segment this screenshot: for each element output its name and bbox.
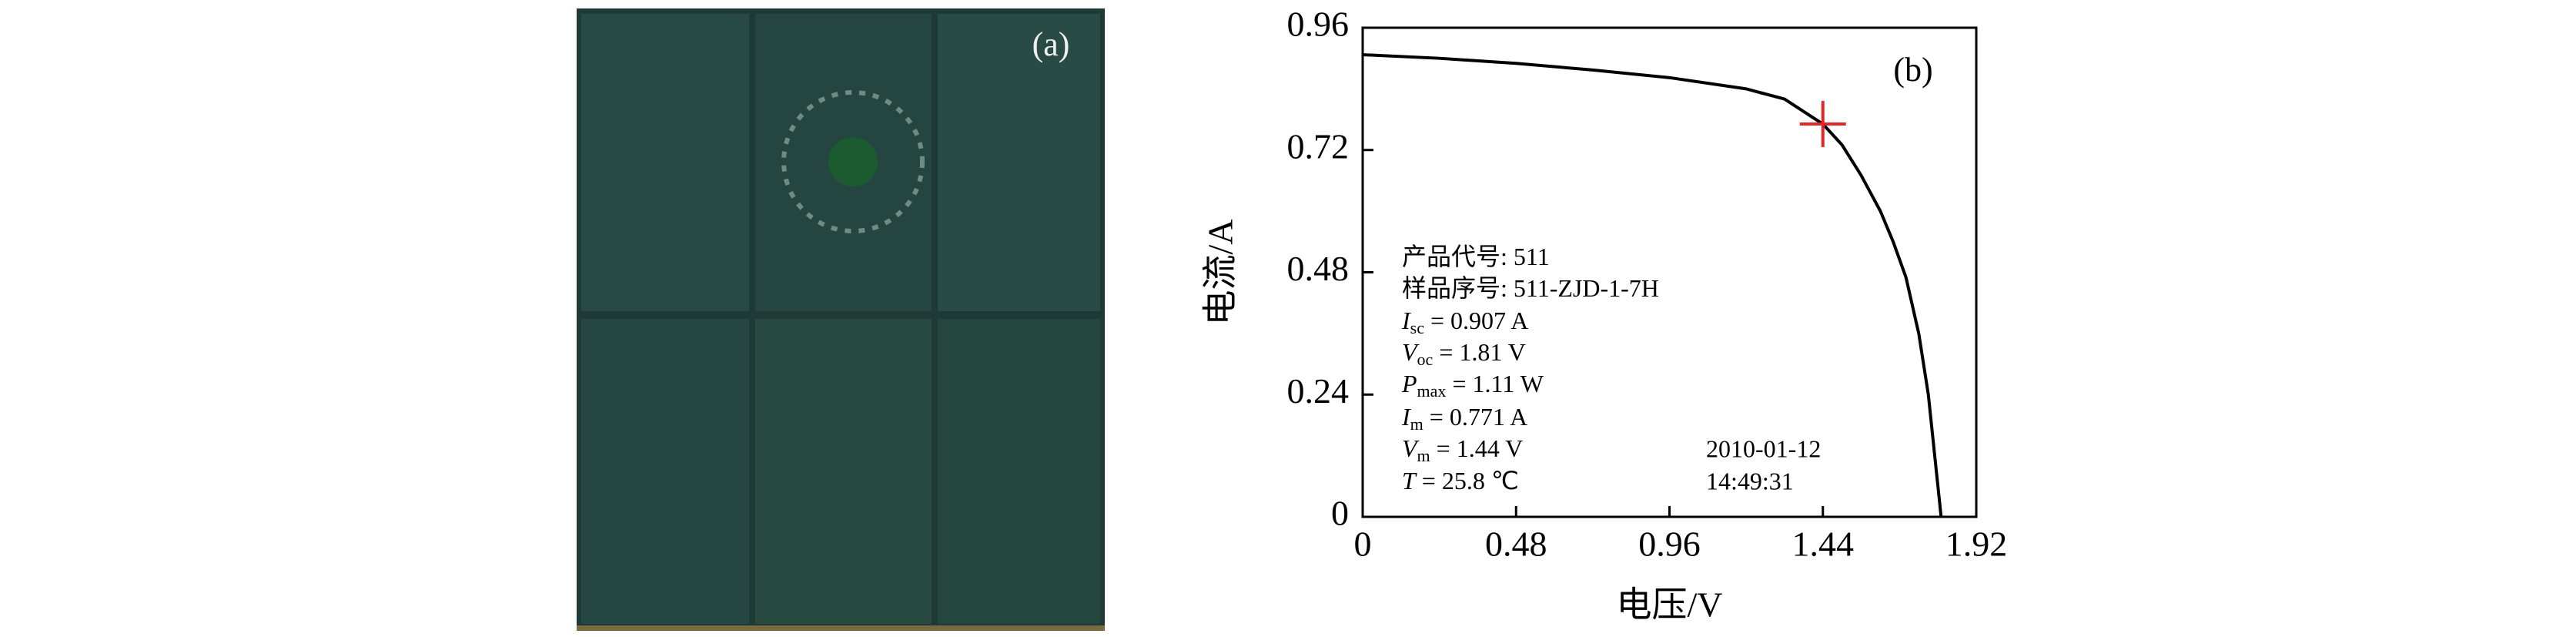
panel-label: (a) (1032, 25, 1070, 63)
x-tick-label: 0.96 (1638, 525, 1701, 564)
cell (581, 14, 749, 311)
annotation: 样品序号: 511-ZJD-1-7H (1402, 274, 1659, 302)
annotation-text: = 1.81 V (1433, 338, 1526, 366)
y-tick-label: 0.72 (1287, 126, 1350, 166)
annotation-text: = 1.44 V (1430, 434, 1524, 462)
date: 2010-01-12 (1706, 434, 1821, 462)
annotation-text: = 0.907 A (1424, 307, 1528, 334)
cell (581, 319, 749, 624)
annotation-symbol: V (1402, 338, 1420, 366)
panel-label: (b) (1893, 51, 1932, 89)
annotation-subscript: sc (1410, 318, 1425, 337)
y-tick-label: 0 (1331, 494, 1349, 533)
cell (938, 319, 1100, 624)
annotation: Isc = 0.907 A (1401, 307, 1528, 337)
time: 14:49:31 (1706, 467, 1794, 495)
x-tick-label: 0 (1354, 525, 1372, 564)
x-tick-label: 1.44 (1792, 525, 1855, 564)
annotation-subscript: max (1417, 381, 1447, 401)
annotation-text: 产品代号: 511 (1402, 243, 1550, 270)
y-axis-title: 电流/A (1201, 220, 1240, 326)
y-tick-label: 0.96 (1287, 5, 1350, 44)
annotation-symbol: I (1401, 403, 1411, 431)
max-power-marker (1799, 101, 1846, 148)
annotation-text: = 0.771 A (1423, 403, 1527, 431)
annotation-symbol: I (1401, 307, 1411, 334)
annotation: Pmax = 1.11 W (1401, 370, 1544, 401)
x-tick-label: 0.48 (1485, 525, 1547, 564)
crack (781, 90, 925, 233)
annotation: T = 25.8 ℃ (1402, 467, 1519, 495)
annotation-text: = 1.11 W (1446, 370, 1544, 397)
annotation: Voc = 1.81 V (1402, 338, 1526, 369)
annotation-symbol: V (1402, 434, 1420, 462)
y-tick-label: 0.48 (1287, 249, 1350, 288)
iv-curve (1362, 53, 1943, 518)
annotation-subscript: m (1410, 414, 1423, 434)
cell (755, 319, 932, 624)
y-tick-label: 0.24 (1287, 371, 1350, 411)
annotation-subscript: oc (1417, 350, 1434, 369)
frame-edge (577, 625, 1105, 631)
solar-cell-photo: (a) (577, 8, 1105, 631)
annotation-text: = 25.8 ℃ (1416, 467, 1519, 495)
annotation: 产品代号: 511 (1402, 243, 1550, 270)
x-axis-title: 电压/V (1617, 585, 1723, 625)
annotation: Vm = 1.44 V (1402, 434, 1523, 465)
annotation-symbol: T (1402, 467, 1417, 495)
annotation: Im = 0.771 A (1401, 403, 1527, 434)
hole (828, 137, 878, 186)
annotation-subscript: m (1417, 446, 1430, 465)
cell (938, 14, 1100, 311)
annotation-text: 样品序号: 511-ZJD-1-7H (1402, 274, 1659, 302)
annotation-symbol: P (1401, 370, 1417, 397)
x-tick-label: 1.92 (1945, 525, 2008, 564)
